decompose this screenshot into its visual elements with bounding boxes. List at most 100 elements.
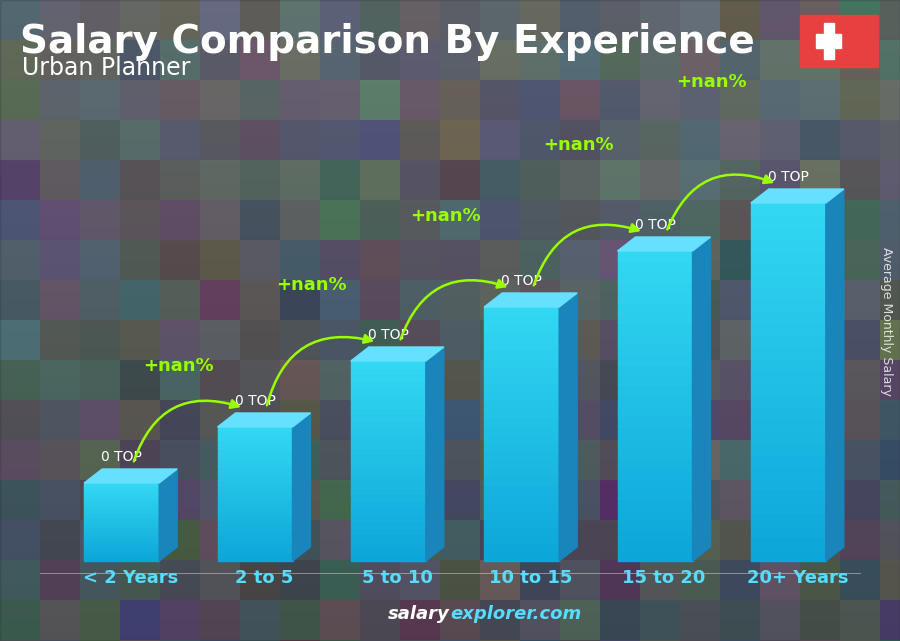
- Text: Average Monthly Salary: Average Monthly Salary: [880, 247, 894, 395]
- Bar: [351, 400, 426, 408]
- Bar: [484, 433, 559, 442]
- Polygon shape: [351, 347, 444, 361]
- Bar: [617, 374, 692, 385]
- Bar: [617, 333, 692, 344]
- Bar: [85, 485, 159, 488]
- Bar: [218, 538, 292, 543]
- Bar: [484, 424, 559, 434]
- Bar: [484, 306, 559, 315]
- Bar: [351, 387, 426, 394]
- Polygon shape: [426, 347, 444, 561]
- Bar: [85, 490, 159, 494]
- Text: Urban Planner: Urban Planner: [22, 56, 191, 80]
- Text: 0 TOP: 0 TOP: [368, 328, 409, 342]
- Bar: [824, 23, 834, 59]
- Bar: [218, 444, 292, 449]
- Bar: [484, 374, 559, 383]
- Bar: [617, 415, 692, 427]
- Bar: [617, 456, 692, 468]
- Bar: [85, 503, 159, 506]
- Bar: [351, 460, 426, 468]
- Bar: [85, 558, 159, 561]
- Bar: [617, 271, 692, 282]
- Bar: [351, 420, 426, 428]
- Bar: [751, 548, 826, 561]
- Bar: [617, 302, 692, 313]
- Bar: [85, 526, 159, 530]
- Bar: [484, 390, 559, 400]
- Bar: [484, 348, 559, 358]
- Bar: [751, 501, 826, 513]
- Bar: [85, 549, 159, 553]
- Bar: [484, 484, 559, 494]
- Bar: [617, 539, 692, 551]
- Bar: [751, 226, 826, 239]
- Bar: [85, 552, 159, 556]
- Bar: [751, 453, 826, 465]
- Bar: [85, 519, 159, 522]
- Bar: [617, 260, 692, 272]
- Bar: [351, 413, 426, 421]
- Bar: [218, 439, 292, 445]
- Bar: [218, 470, 292, 476]
- Bar: [85, 487, 159, 491]
- Bar: [751, 429, 826, 442]
- Bar: [617, 478, 692, 488]
- Bar: [218, 542, 292, 547]
- Bar: [351, 520, 426, 528]
- Bar: [484, 492, 559, 502]
- Bar: [85, 505, 159, 509]
- Text: explorer.com: explorer.com: [450, 605, 581, 623]
- Bar: [85, 539, 159, 543]
- Bar: [751, 465, 826, 478]
- Bar: [351, 500, 426, 508]
- Bar: [351, 533, 426, 541]
- Polygon shape: [218, 413, 310, 427]
- Polygon shape: [159, 469, 177, 561]
- Bar: [351, 506, 426, 514]
- Text: 0 TOP: 0 TOP: [501, 274, 542, 288]
- Bar: [484, 476, 559, 485]
- Bar: [351, 540, 426, 547]
- Bar: [617, 498, 692, 510]
- Bar: [617, 312, 692, 323]
- Bar: [484, 518, 559, 527]
- Text: +nan%: +nan%: [410, 207, 481, 225]
- Bar: [85, 497, 159, 501]
- Bar: [484, 543, 559, 553]
- Bar: [351, 480, 426, 488]
- Bar: [484, 357, 559, 366]
- Bar: [218, 547, 292, 552]
- Bar: [85, 529, 159, 533]
- Bar: [751, 381, 826, 394]
- Bar: [85, 495, 159, 499]
- Polygon shape: [484, 547, 577, 561]
- Bar: [484, 535, 559, 544]
- Bar: [617, 291, 692, 303]
- Text: 0 TOP: 0 TOP: [101, 450, 142, 464]
- Bar: [218, 511, 292, 517]
- Bar: [617, 322, 692, 334]
- Text: 5 to 10: 5 to 10: [362, 569, 433, 587]
- Bar: [751, 202, 826, 215]
- Polygon shape: [617, 237, 710, 251]
- Bar: [85, 555, 159, 558]
- Bar: [751, 238, 826, 251]
- Bar: [484, 501, 559, 510]
- Bar: [218, 475, 292, 481]
- Bar: [751, 262, 826, 274]
- Bar: [617, 508, 692, 520]
- Polygon shape: [85, 469, 177, 483]
- Bar: [484, 315, 559, 324]
- Bar: [85, 537, 159, 540]
- Bar: [751, 333, 826, 346]
- Text: +nan%: +nan%: [276, 276, 347, 294]
- Bar: [218, 484, 292, 490]
- Bar: [218, 529, 292, 534]
- Bar: [617, 519, 692, 530]
- Bar: [218, 524, 292, 529]
- Bar: [85, 482, 159, 486]
- Bar: [751, 310, 826, 322]
- Bar: [617, 488, 692, 499]
- Bar: [218, 506, 292, 512]
